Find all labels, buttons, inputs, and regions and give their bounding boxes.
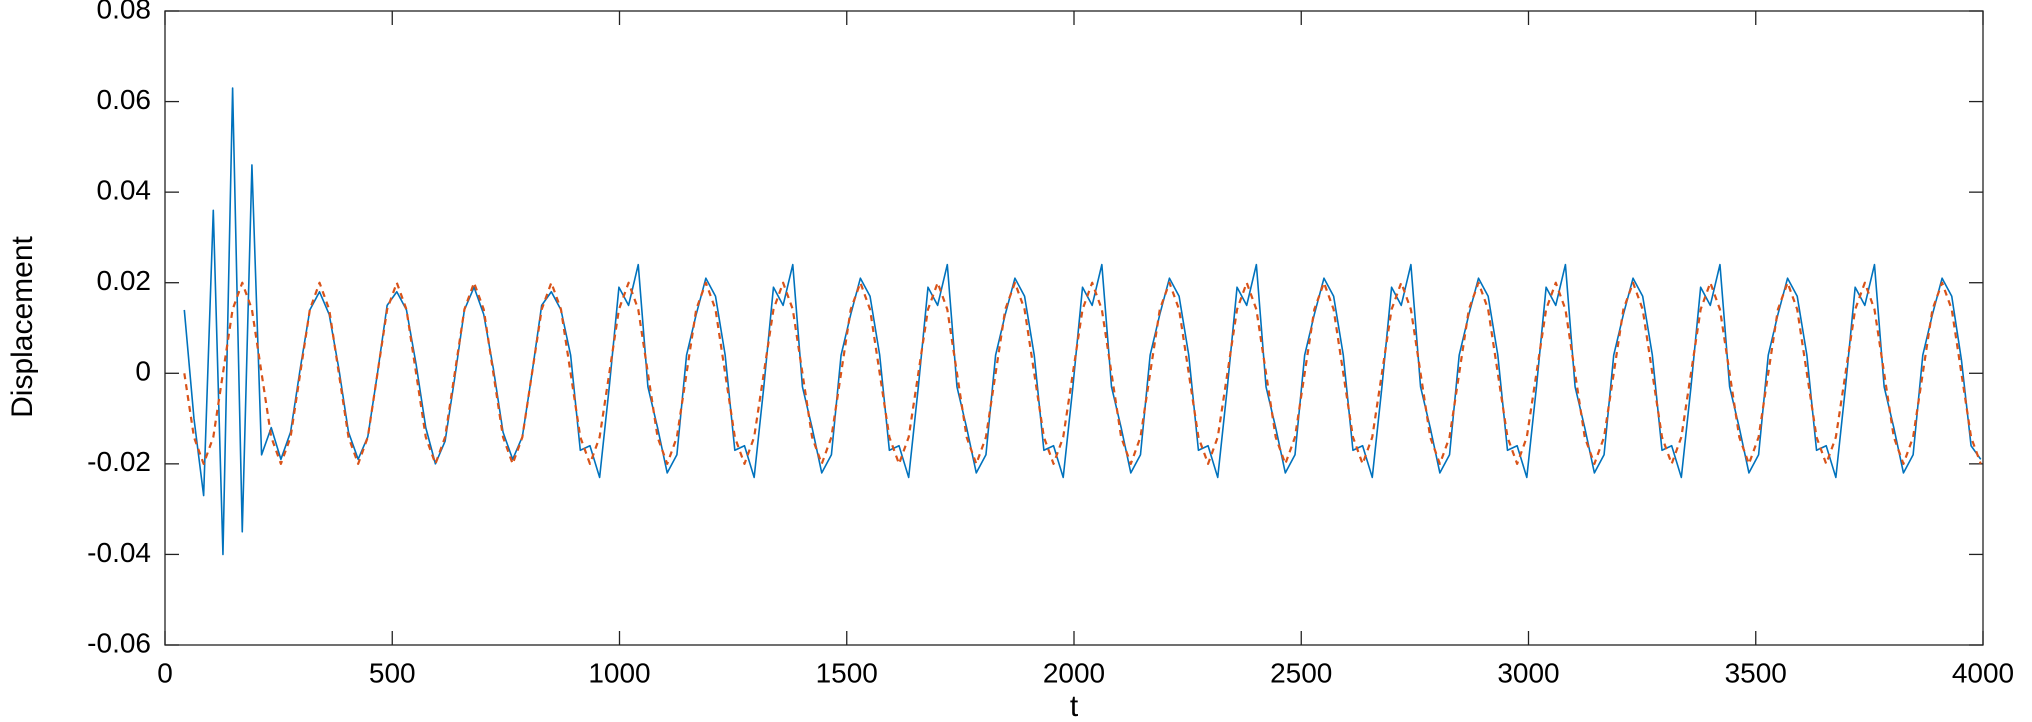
y-tick-label: 0.06 xyxy=(97,84,152,115)
y-tick-label: 0.02 xyxy=(97,265,152,296)
x-tick-label: 4000 xyxy=(1952,657,2014,688)
data-line xyxy=(183,281,1982,465)
y-axis-label: Displacement xyxy=(6,235,39,417)
y-tick-label: 0 xyxy=(135,356,151,387)
x-axis-label: t xyxy=(1070,690,1079,722)
x-tick-label: 1000 xyxy=(588,657,650,688)
x-tick-label: 2500 xyxy=(1270,657,1332,688)
y-tick-label: 0.04 xyxy=(97,175,152,206)
x-tick-label: 0 xyxy=(157,657,173,688)
x-tick-label: 1500 xyxy=(816,657,878,688)
x-tick-label: 500 xyxy=(369,657,416,688)
data-line xyxy=(183,87,1982,556)
y-tick-label: -0.02 xyxy=(87,446,151,477)
x-tick-label: 2000 xyxy=(1043,657,1105,688)
x-tick-label: 3500 xyxy=(1725,657,1787,688)
y-tick-label: -0.06 xyxy=(87,627,151,658)
x-tick-label: 3000 xyxy=(1497,657,1559,688)
plot-frame xyxy=(164,10,1984,646)
y-tick-label: 0.08 xyxy=(97,0,152,24)
y-tick-label: -0.04 xyxy=(87,537,151,568)
